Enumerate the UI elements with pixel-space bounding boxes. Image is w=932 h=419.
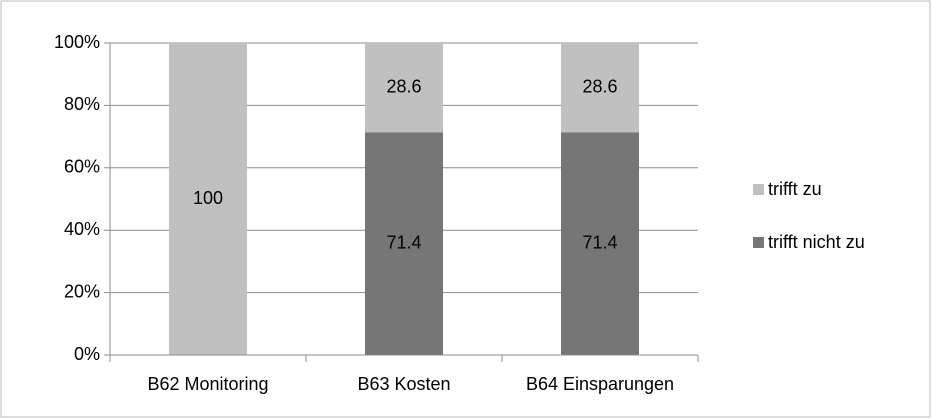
data-label: 71.4 [582,232,617,252]
x-tick-label: B64 Einsparungen [526,374,674,394]
y-tick-label: 80% [64,94,100,114]
bar-segment [365,132,443,355]
data-label: 100 [193,188,223,208]
data-label: 71.4 [386,232,421,252]
legend-swatch [753,184,764,195]
data-label: 28.6 [386,76,421,96]
y-tick-label: 0% [74,344,100,364]
y-tick-label: 100% [54,32,100,52]
bar-segment [365,43,443,133]
y-tick-label: 20% [64,281,100,301]
y-tick-label: 40% [64,219,100,239]
bar-segment [561,43,639,133]
bar-segment [169,43,247,355]
bar-segment [561,132,639,355]
x-tick-label: B62 Monitoring [147,374,268,394]
x-tick-label: B63 Kosten [357,374,450,394]
legend-label: trifft zu [768,179,822,199]
legend-swatch [753,237,764,248]
y-tick-label: 60% [64,157,100,177]
legend-label: trifft nicht zu [768,232,865,252]
data-label: 28.6 [582,76,617,96]
